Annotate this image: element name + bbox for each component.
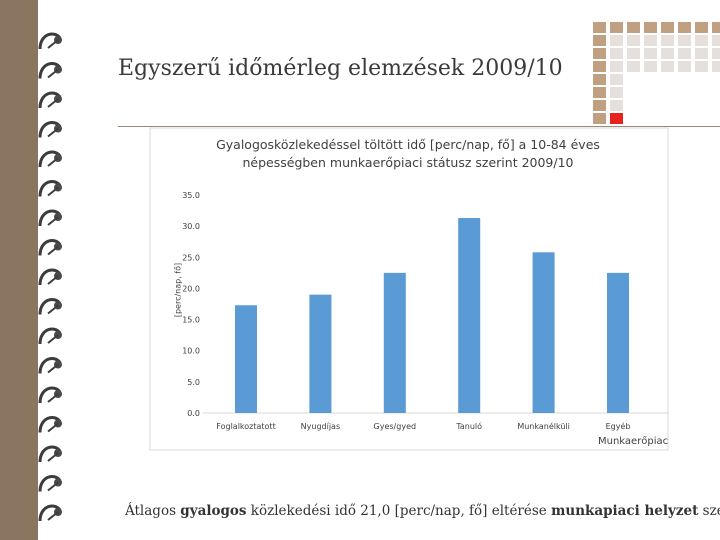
y-tick-label: 0.0 xyxy=(187,409,200,418)
grid-cell xyxy=(610,35,623,46)
grid-cell xyxy=(644,48,657,59)
grid-cell xyxy=(627,48,640,59)
grid-cell xyxy=(610,48,623,59)
bar-chart: 0.0 5.0 10.0 15.0 20.0 25.0 30.0 35.0 Foglalkozt… xyxy=(149,127,669,451)
slide-title-main: Egyszerű időmérleg elemzések xyxy=(118,56,465,81)
footer-part-4: munkapiaci helyzet xyxy=(551,503,699,519)
binding-ring xyxy=(38,298,62,315)
x-axis-title: Munkaerőpiac xyxy=(598,436,669,447)
chart-border xyxy=(149,127,669,451)
x-tick-label: Tanuló xyxy=(455,421,482,431)
binding-ring xyxy=(38,504,62,522)
chart-title-line-2: népességben munkaerőpiaci státusz szerin… xyxy=(242,155,574,170)
slide: Egyszerű időmérleg elemzések 2009/10 Gya… xyxy=(38,0,720,540)
grid-cell xyxy=(661,35,674,46)
x-tick-label: Nyugdíjas xyxy=(301,422,340,431)
binding-ring xyxy=(38,386,62,404)
binding-ring xyxy=(38,209,62,227)
grid-cell xyxy=(678,22,691,33)
grid-cell xyxy=(593,22,606,33)
grid-cell xyxy=(712,35,720,46)
binding-ring xyxy=(38,150,62,168)
chart-title-line-1: Gyalogosközlekedéssel töltött idő [perc/… xyxy=(216,137,600,152)
grid-cell xyxy=(661,48,674,59)
y-tick-label: 10.0 xyxy=(182,347,200,356)
y-tick-label: 25.0 xyxy=(182,253,200,262)
grid-cell xyxy=(712,22,720,33)
binding-ring xyxy=(38,121,62,138)
grid-cell xyxy=(678,61,691,72)
bar-munkanélküli xyxy=(532,252,555,413)
grid-cell xyxy=(695,35,708,46)
title-divider xyxy=(118,126,720,127)
grid-cell xyxy=(610,113,623,124)
slide-title-year: 2009/10 xyxy=(471,56,563,81)
x-tick-label: Egyéb xyxy=(606,421,631,431)
bar-egyéb xyxy=(607,272,629,413)
binding-ring xyxy=(38,239,62,256)
grid-cell xyxy=(593,48,606,59)
binding-ring xyxy=(38,327,62,345)
footer-part-5: szerint xyxy=(702,503,720,519)
binding-ring xyxy=(38,268,62,286)
y-tick-label: 20.0 xyxy=(182,284,200,293)
y-tick-label: 35.0 xyxy=(182,191,200,200)
grid-cell xyxy=(593,100,606,111)
x-tick-label: Foglalkoztatott xyxy=(216,422,275,431)
grid-cell xyxy=(593,61,606,72)
grid-cell xyxy=(627,61,640,72)
bar-nyugdíjas xyxy=(309,294,332,413)
grid-cell xyxy=(695,61,708,72)
grid-cell xyxy=(610,61,623,72)
chart-title: Gyalogosközlekedéssel töltött idő [perc/… xyxy=(188,136,628,172)
grid-cell xyxy=(712,48,720,59)
grid-cell xyxy=(610,22,623,33)
bar-gyes/gyed xyxy=(383,272,406,413)
footer-part-3: közlekedési idő 21,0 [perc/nap, fő] elté… xyxy=(246,503,552,519)
binding-ring xyxy=(38,475,62,492)
grid-cell xyxy=(627,22,640,33)
grid-cell xyxy=(712,61,720,72)
binding-ring xyxy=(38,180,62,197)
y-tick-label: 5.0 xyxy=(187,378,200,387)
y-tick-label: 30.0 xyxy=(182,222,200,231)
spiral-binding xyxy=(38,32,62,522)
slide-title: Egyszerű időmérleg elemzések 2009/10 xyxy=(118,56,563,81)
x-tick-label: Gyes/gyed xyxy=(374,422,417,431)
footer-caption: Átlagos gyalogos közlekedési idő 21,0 [p… xyxy=(125,503,720,519)
grid-cell xyxy=(695,22,708,33)
grid-cell xyxy=(610,87,623,98)
binding-ring xyxy=(38,357,62,374)
y-tick-label: 15.0 xyxy=(182,316,200,325)
x-tick-label: Munkanélküli xyxy=(517,421,570,431)
grid-cell xyxy=(678,48,691,59)
bar-tanuló xyxy=(458,218,481,413)
footer-part-1: Átlagos xyxy=(125,503,181,519)
grid-cell xyxy=(644,35,657,46)
grid-cell xyxy=(610,74,623,85)
grid-cell xyxy=(627,35,640,46)
grid-cell xyxy=(593,87,606,98)
grid-cell xyxy=(593,35,606,46)
grid-cell xyxy=(678,35,691,46)
binding-ring xyxy=(38,445,62,463)
bar-foglalkoztatott xyxy=(235,305,257,413)
grid-cell xyxy=(644,61,657,72)
grid-cell xyxy=(695,48,708,59)
binding-ring xyxy=(38,62,62,79)
binding-ring xyxy=(38,32,62,50)
grid-cell xyxy=(661,22,674,33)
grid-cell xyxy=(593,74,606,85)
grid-cell xyxy=(644,22,657,33)
footer-part-2: gyalogos xyxy=(180,503,247,519)
binding-ring xyxy=(38,91,62,109)
grid-cell xyxy=(610,100,623,111)
binding-ring xyxy=(38,416,62,433)
grid-cell xyxy=(593,113,606,124)
grid-cell xyxy=(661,61,674,72)
